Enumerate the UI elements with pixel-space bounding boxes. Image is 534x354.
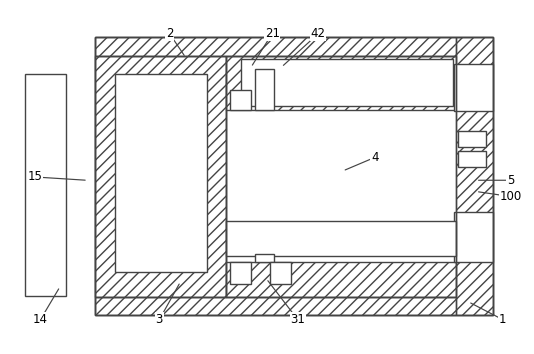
- Text: 4: 4: [371, 151, 379, 164]
- Bar: [115, 74, 207, 272]
- Bar: [95, 37, 492, 315]
- Bar: [241, 59, 453, 106]
- Bar: [230, 90, 251, 110]
- Text: 5: 5: [507, 174, 514, 187]
- Text: 31: 31: [290, 313, 305, 326]
- Bar: [95, 37, 492, 315]
- Bar: [230, 262, 251, 284]
- Bar: [25, 74, 66, 296]
- Bar: [95, 56, 456, 297]
- Bar: [458, 131, 486, 147]
- Bar: [454, 64, 492, 111]
- Text: 100: 100: [499, 190, 522, 203]
- Text: 1: 1: [499, 313, 507, 326]
- Bar: [255, 254, 273, 262]
- Bar: [226, 221, 456, 256]
- Text: 42: 42: [311, 27, 326, 40]
- Bar: [95, 37, 492, 315]
- Bar: [255, 69, 273, 110]
- Text: 3: 3: [155, 313, 163, 326]
- Bar: [454, 212, 492, 262]
- Bar: [226, 56, 456, 110]
- Text: 2: 2: [166, 27, 174, 40]
- Bar: [95, 56, 226, 297]
- Bar: [226, 262, 456, 297]
- Text: 15: 15: [28, 171, 43, 183]
- Text: 21: 21: [265, 27, 280, 40]
- Text: 14: 14: [33, 313, 48, 326]
- Bar: [270, 262, 291, 284]
- Bar: [458, 151, 486, 167]
